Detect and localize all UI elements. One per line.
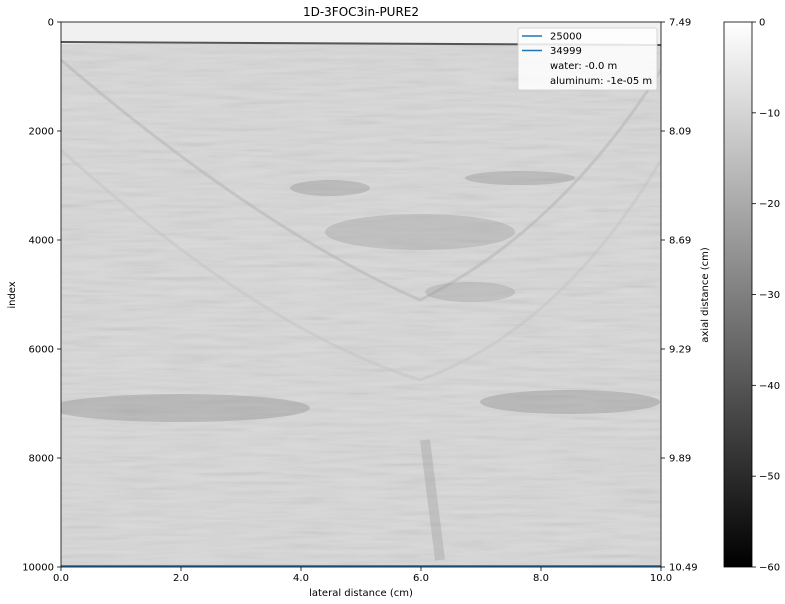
legend-entry: aluminum: -1e-05 m (550, 76, 652, 87)
x-tick-label: 10.0 (650, 573, 672, 584)
legend-entry: water: -0.0 m (550, 61, 617, 72)
colorbar-tick-label: −30 (759, 290, 780, 301)
y-axis-right: 7.49 8.09 8.69 9.29 9.89 10.49 (661, 18, 698, 574)
colorbar-tick-label: −60 (759, 563, 780, 574)
x-tick-label: 4.0 (293, 573, 309, 584)
colorbar-tick-label: −10 (759, 108, 780, 119)
legend: 25000 34999 water: -0.0 m aluminum: -1e-… (517, 27, 658, 91)
y-axis-label-right: axial distance (cm) (700, 247, 711, 343)
y-tick-label: 4000 (29, 236, 54, 247)
x-axis: 0.0 2.0 4.0 6.0 8.0 10.0 (53, 567, 672, 584)
x-tick-label: 2.0 (173, 573, 189, 584)
chart-title: 1D-3FOC3in-PURE2 (303, 5, 419, 19)
legend-box (517, 27, 658, 91)
y-right-tick-label: 9.89 (669, 454, 691, 465)
y-tick-label: 8000 (29, 454, 54, 465)
y-axis-label-left: index (7, 281, 18, 308)
colorbar-tick-label: −40 (759, 381, 780, 392)
legend-entry: 25000 (550, 32, 582, 43)
y-tick-label: 6000 (29, 345, 54, 356)
colorbar-tick-label: −50 (759, 472, 780, 483)
colorbar-tick-label: −20 (759, 199, 780, 210)
y-right-tick-label: 7.49 (669, 18, 691, 29)
y-right-tick-label: 8.09 (669, 127, 691, 138)
y-right-tick-label: 10.49 (669, 563, 698, 574)
y-tick-label: 2000 (29, 127, 54, 138)
legend-entry: 34999 (550, 46, 582, 57)
y-right-tick-label: 9.29 (669, 345, 691, 356)
y-tick-label: 0 (48, 18, 54, 29)
y-axis-left: 0 2000 4000 6000 8000 10000 (22, 18, 61, 574)
x-tick-label: 6.0 (413, 573, 429, 584)
y-tick-label: 10000 (22, 563, 54, 574)
heatmap-image (61, 22, 661, 567)
colorbar-ticks: 0 −10 −20 −30 −40 −50 −60 (752, 18, 780, 574)
colorbar: 0 −10 −20 −30 −40 −50 −60 (723, 18, 780, 574)
x-axis-label: lateral distance (cm) (309, 588, 413, 599)
y-right-tick-label: 8.69 (669, 236, 691, 247)
colorbar-tick-label: 0 (759, 18, 765, 29)
plot-frame (60, 21, 662, 568)
x-tick-label: 0.0 (53, 573, 69, 584)
colorbar-gradient (723, 21, 753, 568)
x-tick-label: 8.0 (533, 573, 549, 584)
